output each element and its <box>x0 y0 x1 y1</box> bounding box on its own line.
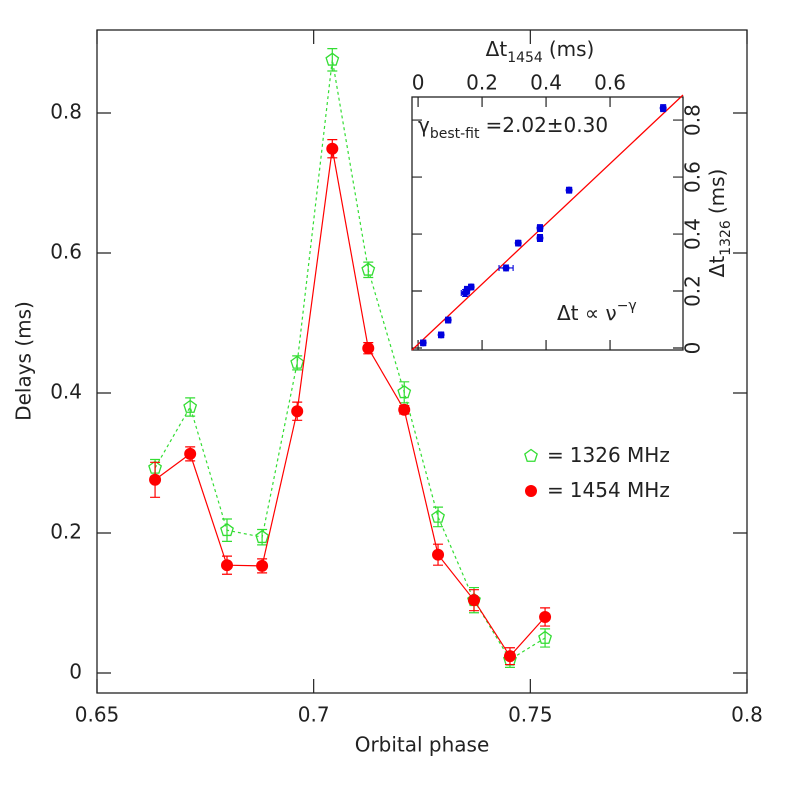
x-tick-label: 0.7 <box>298 703 330 727</box>
annotation-part: −γ <box>617 298 637 314</box>
inset-x-axis-label-part: Δt <box>486 37 508 61</box>
point <box>290 355 305 369</box>
point <box>536 234 544 242</box>
y-tick-label: 0 <box>69 659 82 683</box>
x-tick-label: 0.65 <box>75 703 120 727</box>
point <box>291 405 304 418</box>
point <box>514 239 522 247</box>
y-axis-label: Delays (ms) <box>12 301 36 421</box>
legend-label-part: 1326 MHz <box>570 443 670 467</box>
annotation-part: =2.02±0.30 <box>486 113 609 137</box>
inset-y-tick-label: 0.2 <box>681 275 705 307</box>
point <box>326 142 339 155</box>
point <box>468 594 480 607</box>
point <box>256 559 269 572</box>
x-tick-label: 0.8 <box>731 703 763 727</box>
point <box>255 529 270 544</box>
legend-marker <box>525 485 537 497</box>
legend-label-part: 1454 MHz <box>570 478 670 502</box>
point <box>183 399 198 413</box>
x-axis-label: Orbital phase <box>355 733 490 757</box>
point <box>362 342 375 355</box>
annotation-part: Δt ∝ ν <box>557 301 617 325</box>
inset-x-tick-label: 0.4 <box>530 71 562 95</box>
point <box>220 522 234 537</box>
y-tick-label: 0.2 <box>50 519 82 543</box>
legend-marker <box>524 448 538 462</box>
inset-x-axis-label: Δt1454 (ms) <box>486 37 595 67</box>
annotation: Δt ∝ ν−γ <box>557 298 637 325</box>
inset-x-tick-label: 0 <box>412 71 425 95</box>
legend-label: = 1454 MHz <box>547 478 670 502</box>
point <box>659 104 667 112</box>
point <box>221 559 233 572</box>
point <box>467 283 475 291</box>
point <box>502 264 510 272</box>
legend-label-part: = <box>547 443 564 467</box>
legend-label: = 1326 MHz <box>547 443 670 467</box>
point <box>419 339 427 347</box>
y-tick-label: 0.6 <box>50 240 82 264</box>
annotation-part: best-fit <box>430 126 480 142</box>
point <box>503 650 516 663</box>
fit-line <box>411 94 684 351</box>
error-bar <box>399 381 410 404</box>
inset-y-axis-label-part: 1326 <box>718 220 734 256</box>
x-tick-label: 0.75 <box>508 703 553 727</box>
inset-y-tick-label: 0 <box>681 342 705 355</box>
inset-y-axis-label: Δt1326 (ms) <box>705 169 735 278</box>
point <box>539 610 552 623</box>
point <box>361 262 376 276</box>
inset-y-tick-label: 0.4 <box>681 218 705 250</box>
legend-label-part: = <box>547 478 564 502</box>
point <box>437 331 445 339</box>
inset-y-axis-label-part: (ms) <box>705 169 729 215</box>
point <box>444 316 452 324</box>
inset-y-tick-label: 0.8 <box>681 104 705 136</box>
point <box>398 403 411 416</box>
inset-y-axis-label-part: Δt <box>705 256 729 278</box>
point <box>431 509 445 523</box>
y-tick-label: 0.4 <box>50 379 82 403</box>
point <box>149 473 162 486</box>
inset-x-tick-label: 0.6 <box>594 71 626 95</box>
point <box>536 224 544 232</box>
series-line <box>154 148 546 658</box>
point <box>432 548 445 561</box>
inset-x-axis-label-part: (ms) <box>549 37 595 61</box>
y-tick-label: 0.8 <box>50 100 82 124</box>
main-frame <box>96 29 748 694</box>
inset-x-axis-label-part: 1454 <box>507 50 543 66</box>
error-bar <box>327 48 338 72</box>
point <box>565 186 573 194</box>
point <box>397 384 412 399</box>
annotation: γbest-fit =2.02±0.30 <box>418 113 608 143</box>
inset-x-tick-label: 0.2 <box>466 71 498 95</box>
series-line <box>154 59 546 661</box>
point <box>538 630 553 644</box>
point <box>325 52 340 66</box>
inset-y-tick-label: 0.6 <box>681 161 705 193</box>
point <box>184 447 197 460</box>
error-bar <box>222 518 232 542</box>
annotation-part: γ <box>418 113 430 137</box>
